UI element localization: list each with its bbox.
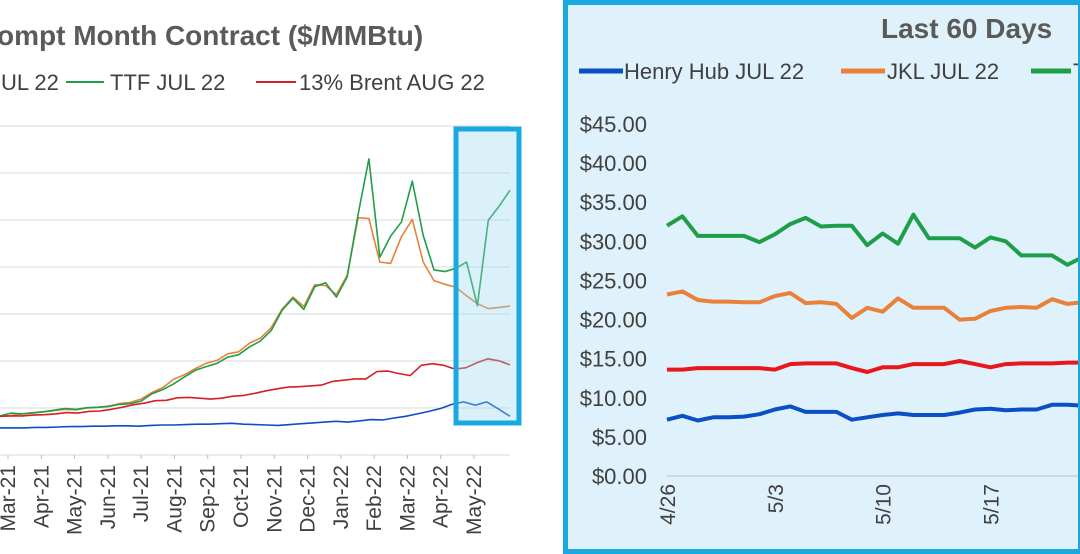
left-x-tick-label: Jul-21 <box>130 465 153 522</box>
left-x-tick-label: Mar-21 <box>0 465 20 532</box>
right-y-tick-label: $45.00 <box>580 112 647 137</box>
right-legend-label-jkl: JKL JUL 22 <box>887 59 999 84</box>
right-x-tick-label: 4/26 <box>657 484 680 525</box>
left-x-tick-label: May-22 <box>463 465 486 535</box>
left-x-tick-label: Jan-22 <box>330 465 353 529</box>
left-series-line-2 <box>0 357 511 418</box>
right-y-tick-label: $35.00 <box>580 190 647 215</box>
right-chart-title: Last 60 Days <box>881 13 1052 44</box>
right-series-line-3 <box>667 359 1078 374</box>
right-legend: Henry Hub JUL 22 JKL JUL 22 T <box>579 59 1080 84</box>
left-x-tick-label: Sep-21 <box>197 465 220 533</box>
right-series-line-1 <box>666 289 1078 322</box>
right-y-tick-label: $5.00 <box>592 425 647 450</box>
left-x-tick-label: Jun-21 <box>97 465 120 529</box>
right-x-tick-label: 5/3 <box>765 484 788 513</box>
last-60-days-highlight-box <box>453 126 522 426</box>
right-y-tick-label: $0.00 <box>592 464 647 489</box>
left-x-tick-label: Mar-22 <box>396 465 419 532</box>
right-y-tick-label: $40.00 <box>580 151 647 176</box>
right-x-tick-label: 5/10 <box>873 484 896 525</box>
left-legend: JUL 22 TTF JUL 22 13% Brent AUG 22 <box>0 70 485 95</box>
right-series-group <box>665 212 1078 423</box>
left-series-line-0 <box>0 401 511 429</box>
prompt-month-chart: ompt Month Contract ($/MMBtu) JUL 22 TTF… <box>0 20 522 535</box>
right-x-axis-ticks: 4/265/35/105/175/24 <box>657 484 1003 525</box>
left-x-tick-label: Feb-22 <box>363 465 386 532</box>
last-60-days-chart: Last 60 Days Henry Hub JUL 22 JKL JUL 22… <box>579 13 1080 525</box>
left-x-tick-label: Apr-22 <box>430 465 453 528</box>
left-x-tick-label: Dec-21 <box>297 465 320 533</box>
left-series-line-1 <box>0 158 511 417</box>
right-legend-label-ttf: T <box>1073 59 1080 84</box>
right-legend-label-hh: Henry Hub JUL 22 <box>624 59 804 84</box>
left-x-tick-label: Nov-21 <box>263 465 286 533</box>
right-series-line-0 <box>666 402 1078 423</box>
right-y-tick-label: $30.00 <box>580 229 647 254</box>
left-legend-label-hh: JUL 22 <box>0 70 59 95</box>
right-y-tick-label: $20.00 <box>580 308 647 333</box>
right-y-tick-label: $10.00 <box>580 386 647 411</box>
left-series-group <box>0 158 511 429</box>
left-gridlines <box>0 125 510 456</box>
left-x-tick-label: May-21 <box>64 465 87 535</box>
left-x-tick-label: Oct-21 <box>230 465 253 528</box>
right-series-line-2 <box>665 212 1078 267</box>
left-x-tick-label: Apr-21 <box>30 465 53 528</box>
left-chart-title: ompt Month Contract ($/MMBtu) <box>0 20 423 51</box>
left-series-line-3 <box>0 216 511 418</box>
right-y-tick-label: $15.00 <box>580 347 647 372</box>
left-legend-label-ttf: TTF JUL 22 <box>110 70 225 95</box>
right-y-tick-label: $25.00 <box>580 268 647 293</box>
right-y-axis-ticks: $0.00 $5.00 $10.00 $15.00 $20.00 $25.00 $30.00… <box>580 112 647 489</box>
left-x-axis-ticks: Mar-21 Apr-21 May-21 Jun-21 Jul-21 Aug-21 Sep-… <box>0 455 486 535</box>
left-legend-label-brent: 13% Brent AUG 22 <box>299 70 485 95</box>
left-x-tick-label: Aug-21 <box>163 465 186 533</box>
last-60-days-panel: Last 60 Days Henry Hub JUL 22 JKL JUL 22… <box>563 0 1080 554</box>
right-x-tick-label: 5/17 <box>980 484 1003 525</box>
